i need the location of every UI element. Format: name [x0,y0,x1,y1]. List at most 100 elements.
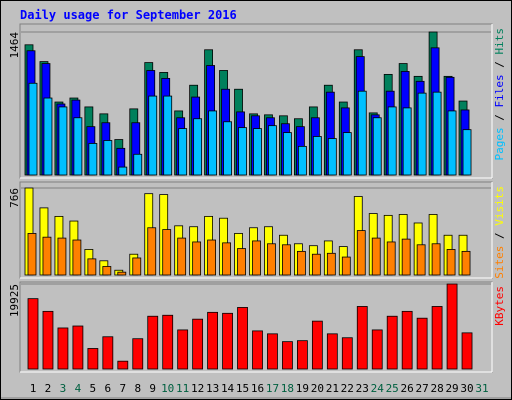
x-tick-label: 11 [176,382,189,395]
bar [88,143,98,176]
bar [57,327,69,370]
bar [162,314,174,370]
bar [87,348,99,370]
bar [283,132,292,176]
bar [357,90,367,176]
bar [446,283,458,370]
bar [371,237,381,276]
bar [401,238,411,276]
bar [58,106,68,176]
bar [193,118,203,176]
bar [462,129,472,176]
bar [207,311,219,370]
bar [267,333,278,370]
x-tick-label: 26 [401,382,414,395]
bar [326,333,338,370]
bar [102,266,112,276]
x-tick-label: 4 [75,382,82,395]
bar [401,310,413,370]
x-tick-label: 17 [266,382,279,395]
x-tick-label: 22 [341,382,354,395]
bar [102,336,114,370]
legend-entry: Sites [493,246,506,279]
x-tick-label: 3 [60,382,67,395]
bar [238,127,247,176]
bar [447,110,457,176]
x-tick-label: 2 [45,382,52,395]
x-tick-label: 27 [416,382,429,395]
bar [253,128,262,176]
y-tick-label: 766 [8,188,21,208]
bar [148,95,158,176]
bar [163,95,173,176]
bar [356,306,368,370]
bar [103,140,113,176]
bar [431,243,441,276]
bar [223,121,232,176]
bar [402,107,412,176]
x-tick-label: 29 [445,382,458,395]
bar [117,271,127,276]
x-tick-label: 1 [30,382,37,395]
bar [431,306,443,370]
bar [342,132,352,176]
x-tick-label: 19 [296,382,309,395]
bar [177,329,189,370]
bar [327,138,337,176]
bar [341,256,351,276]
bar [42,310,54,370]
bar [27,233,37,276]
bar [341,337,353,370]
x-tick-label: 7 [119,382,126,395]
bar [416,244,426,276]
bar [237,248,246,276]
bar [132,257,142,276]
x-tick-label: 12 [191,382,204,395]
x-tick-label: 18 [281,382,294,395]
x-tick-label: 21 [326,382,339,395]
legend-separator: / [493,226,506,246]
bar [27,298,39,370]
x-tick-label: 10 [161,382,174,395]
x-tick-label: 25 [386,382,399,395]
bar [192,241,202,276]
bar [43,97,53,176]
bar [387,106,397,176]
bar [118,166,128,176]
x-tick-label: 14 [221,382,235,395]
legend-separator: / [493,55,506,75]
bar [72,239,82,276]
bar [192,318,204,370]
bar [42,236,52,276]
bar [252,240,261,276]
bar [282,244,291,276]
x-tick-label: 28 [430,382,443,395]
bar [311,320,323,370]
bar [386,241,396,276]
bar [237,307,248,370]
bar [252,330,263,370]
x-tick-label: 20 [311,382,324,395]
bar [432,91,442,176]
bar [57,237,67,276]
legend: Pages / Files / Hits [493,28,506,161]
bar [297,145,307,176]
legend-entry: KBytes [493,286,506,326]
legend-entry: Files [493,74,506,107]
bar [132,338,144,370]
bar [372,117,382,176]
bar [147,315,159,370]
legend: KBytes [493,286,506,326]
bar [312,136,322,176]
bar [416,317,428,370]
y-tick-label: 1464 [8,32,21,59]
bar [87,258,97,276]
x-tick-label: 6 [105,382,112,395]
bar [117,360,129,370]
bar [73,117,83,176]
legend-separator: / [493,108,506,128]
bar [222,242,231,276]
bar [371,329,383,370]
bar [268,125,277,176]
